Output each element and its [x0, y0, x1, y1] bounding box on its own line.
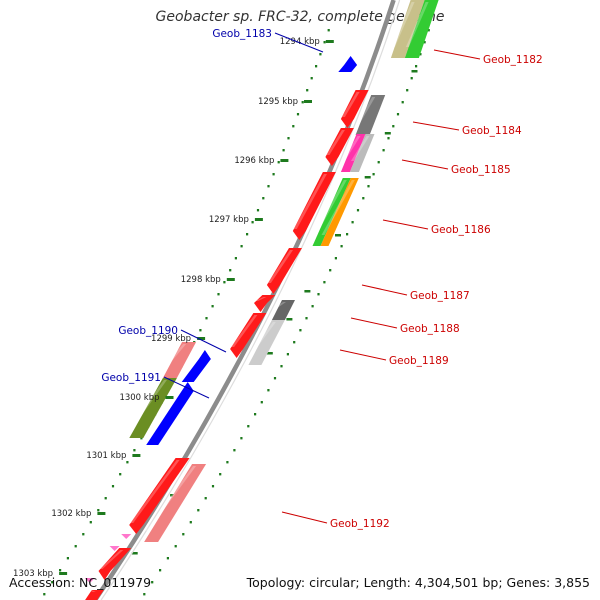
gene-red-a[interactable] [340, 90, 369, 128]
gene-geob-1188[interactable] [271, 300, 295, 320]
ruler-label-9: 1303 kbp [13, 569, 68, 579]
svg-text:1298 kbp: 1298 kbp [181, 275, 221, 285]
svg-text:1302 kbp: 1302 kbp [51, 509, 91, 519]
gene-label-geob-1186[interactable]: Geob_1186 [382, 219, 491, 236]
svg-text:1294 kbp: 1294 kbp [280, 37, 320, 47]
track-tick [286, 318, 293, 321]
ruler-label-8: 1302 kbp [51, 509, 106, 519]
ruler-label-4: 1298 kbp [181, 275, 235, 285]
ruler-label-2: 1296 kbp [234, 156, 289, 166]
svg-text:Geob_1185: Geob_1185 [451, 164, 511, 176]
svg-text:Geob_1189: Geob_1189 [389, 355, 449, 367]
gene-red-c[interactable] [292, 172, 336, 240]
svg-text:Geob_1191: Geob_1191 [101, 372, 161, 384]
svg-text:Geob_1186: Geob_1186 [431, 224, 491, 236]
ruler-label-3: 1297 kbp [209, 215, 263, 225]
gene-geob-1185-grey[interactable] [349, 134, 375, 172]
svg-text:Geob_1184: Geob_1184 [462, 125, 522, 137]
track-tick [266, 352, 273, 355]
gene-label-geob-1191[interactable]: Geob_1191 [101, 372, 210, 399]
gene-geob-1186-green[interactable] [312, 178, 351, 246]
gene-label-geob-1192[interactable]: Geob_1192 [281, 511, 390, 530]
gene-label-geob-1182[interactable]: Geob_1182 [433, 49, 543, 66]
gene-label-geob-1184[interactable]: Geob_1184 [412, 121, 522, 137]
svg-text:Geob_1182: Geob_1182 [483, 54, 543, 66]
gene-label-geob-1185[interactable]: Geob_1185 [401, 159, 511, 176]
gene-red-b[interactable] [325, 128, 354, 166]
gene-1182-green[interactable] [404, 0, 439, 58]
track-tick [335, 234, 341, 237]
svg-text:1297 kbp: 1297 kbp [209, 215, 249, 225]
svg-text:Geob_1188: Geob_1188 [400, 323, 460, 335]
svg-text:1301 kbp: 1301 kbp [86, 451, 126, 461]
track-tick [364, 176, 371, 179]
track-tick [411, 70, 418, 73]
gene-1191-blue[interactable] [146, 382, 194, 445]
backbone-edge [100, 0, 401, 600]
gene-red-f[interactable] [129, 458, 190, 534]
gene-geob-1185-pink[interactable] [340, 134, 366, 172]
gene-geob-1189[interactable] [248, 320, 285, 365]
small-feature-marker[interactable] [109, 546, 120, 551]
gene-1190-blue[interactable] [181, 350, 211, 382]
kbp-ruler: 1294 kbp 1295 kbp 1296 kbp 1297 kbp 1298 kbp… [13, 37, 334, 579]
svg-text:Geob_1187: Geob_1187 [410, 290, 470, 302]
ruler-label-6: 1300 kbp [119, 393, 174, 403]
track-tick [131, 552, 138, 555]
track-tick [384, 132, 391, 135]
svg-text:1296 kbp: 1296 kbp [234, 156, 274, 166]
gene-geob-1182[interactable] [390, 0, 425, 58]
svg-text:Geob_1192: Geob_1192 [330, 518, 390, 530]
small-feature-marker[interactable] [84, 578, 95, 583]
gene-geob-1191[interactable] [129, 378, 177, 438]
gene-geob-1183[interactable] [338, 56, 358, 72]
gene-label-geob-1183[interactable]: Geob_1183 [212, 28, 324, 53]
gene-red-e[interactable] [230, 313, 267, 358]
gene-geob-1186-orange[interactable] [320, 178, 359, 246]
ruler-label-7: 1301 kbp [86, 451, 141, 461]
ruler-label-1: 1295 kbp [258, 97, 312, 107]
small-feature-marker[interactable] [121, 534, 132, 539]
gene-labels[interactable]: Geob_1182 Geob_1183 Geob_1184 Geob_1185 Geob… [101, 28, 542, 530]
accession-label: Accession: NC_011979 [9, 575, 152, 590]
svg-text:Geob_1183: Geob_1183 [212, 28, 272, 40]
track-tick [304, 290, 311, 293]
gene-red-d[interactable] [254, 295, 276, 312]
ruler-label-0: 1294 kbp [280, 37, 334, 47]
gene-geob-1184[interactable] [355, 95, 386, 135]
outer-dotted-track [143, 29, 430, 596]
gene-features[interactable] [84, 0, 439, 600]
gene-label-geob-1187[interactable]: Geob_1187 [361, 284, 470, 302]
svg-text:1295 kbp: 1295 kbp [258, 97, 298, 107]
gene-red-h[interactable] [85, 589, 104, 600]
ruler-label-5: 1299 kbp [151, 334, 206, 344]
gene-label-geob-1188[interactable]: Geob_1188 [350, 317, 460, 335]
gene-label-geob-1190[interactable]: Geob_1190 [118, 325, 227, 353]
svg-text:1300 kbp: 1300 kbp [119, 393, 159, 403]
svg-text:1303 kbp: 1303 kbp [13, 569, 53, 579]
gene-geob-1192[interactable] [144, 464, 207, 542]
svg-text:1299 kbp: 1299 kbp [151, 334, 191, 344]
gene-geob-1190[interactable] [162, 342, 197, 378]
gene-label-geob-1189[interactable]: Geob_1189 [339, 349, 449, 367]
map-title: Geobacter sp. FRC-32, complete genome [155, 9, 445, 25]
gene-red-g[interactable] [98, 548, 132, 580]
gene-geob-1187[interactable] [266, 248, 302, 294]
svg-text:Geob_1190: Geob_1190 [118, 325, 178, 337]
topology-label: Topology: circular; Length: 4,304,501 bp… [246, 575, 590, 590]
